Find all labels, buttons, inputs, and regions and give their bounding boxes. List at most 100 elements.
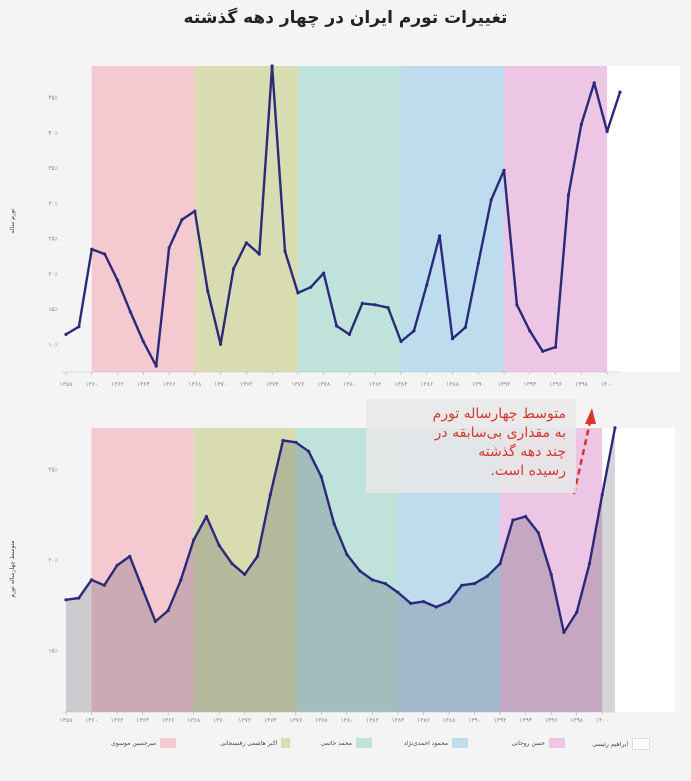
data-point [230,562,234,566]
x-tick-label: ۱۴۰۰ [596,717,609,724]
x-tick-label: ۱۳۶۶ [163,381,176,388]
data-point [332,522,336,526]
data-point [115,563,119,568]
data-point [244,241,248,245]
x-tick-label: ۱۳۶۲ [111,381,124,388]
x-tick-label: ۱۳۸۴ [392,717,405,724]
series-line [65,427,617,634]
data-point [128,554,132,558]
era-band-raisi [602,428,675,712]
legend-swatch [549,738,565,748]
data-point [153,619,157,624]
data-point [358,569,362,573]
x-tick-label: ۱۳۶۸ [188,381,202,388]
y-axis-label: تورم ساله [9,208,16,234]
up-arrow-icon [572,408,596,495]
data-point [141,587,145,591]
data-point [473,581,477,586]
data-point [231,267,236,271]
data-point [268,493,272,497]
x-tick-label: ۱۳۷۲ [238,717,251,724]
data-point [64,598,68,602]
x-tick-label: ۱۳۷۸ [317,381,331,388]
x-tick-label: ۱۳۷۸ [315,717,329,724]
data-point [396,590,400,595]
data-point [613,426,617,430]
data-point [373,303,377,307]
data-point [489,198,493,202]
data-point [370,578,374,582]
data-point [270,64,274,68]
data-point [587,562,592,566]
legend-item: محمد خاتمی [302,738,372,748]
x-tick-label: ۱۳۸۸ [446,381,460,388]
callout-line-2: به مقداری بی‌سابقه در [434,425,566,441]
data-point [206,289,210,293]
legend-swatch [356,738,372,748]
data-point [192,538,196,542]
data-point [64,332,68,336]
x-tick-label: ۱۳۶۶ [162,717,175,724]
y-tick-label: ۳۰٪ [48,200,58,207]
data-point [383,581,387,586]
legend-label: ابراهیم رئیسی [592,740,628,748]
data-point [460,583,464,587]
legend-label: محمد خاتمی [320,739,352,747]
legend-swatch [632,738,650,750]
data-point [386,306,390,310]
x-tick-label: ۱۳۸۶ [417,717,430,724]
x-tick-label: ۱۳۷۰ [213,717,226,724]
data-point [193,209,197,213]
data-point [476,261,480,265]
series-line [65,64,622,368]
era-band-rafsanjani [193,428,296,712]
callout-line-1: متوسط چهارساله تورم [432,406,566,422]
data-point [154,364,158,368]
data-point [166,609,170,613]
y-tick-label: ۳۵٪ [48,165,58,172]
data-point [296,291,300,295]
x-tick-label: ۱۳۹۴ [523,381,536,388]
x-tick-label: ۱۳۸۲ [366,717,379,724]
data-point [243,572,247,577]
page-title: تغییرات تورم ایران در چهار دهه گذشته [183,8,508,28]
legend-item: حسن روحانی [495,738,565,748]
x-tick-label: ۱۳۹۸ [570,717,584,724]
y-axis-label: متوسط چهارساله تورم [9,540,16,597]
data-point [566,193,571,197]
x-tick-label: ۱۴۰۰ [601,381,614,388]
x-tick-label: ۱۳۸۰ [340,717,353,724]
y-tick-label: ۴۵٪ [48,95,58,102]
x-tick-label: ۱۳۹۶ [545,717,558,724]
legend-label: محمود احمدی‌نژاد [403,739,448,747]
x-tick-label: ۱۳۸۲ [369,381,382,388]
y-tick-label: ۴۰٪ [48,130,58,137]
callout-annotation: متوسط چهارساله تورم به مقداری بی‌سابقه د… [366,399,576,493]
x-tick-label: ۱۳۶۴ [137,381,150,388]
x-tick-label: ۱۳۶۰ [85,381,98,388]
data-point [77,596,81,600]
x-tick-label: ۱۳۵۸ [60,717,74,724]
data-point [562,630,566,635]
x-tick-label: ۱۳۷۶ [289,717,302,724]
data-point [307,449,311,453]
x-tick-label: ۱۳۶۴ [136,717,149,724]
x-tick-label: ۱۳۸۰ [343,381,356,388]
data-point [294,440,298,444]
data-point [399,339,403,344]
data-point [434,605,438,609]
data-point [128,310,132,314]
x-tick-label: ۱۳۹۲ [494,717,507,724]
data-point [515,303,519,307]
data-point [217,543,221,548]
x-tick-label: ۱۳۸۸ [443,717,457,724]
legend-swatch [281,738,290,748]
data-point [345,552,349,557]
data-point [450,337,455,341]
data-point [447,600,451,604]
data-point [309,285,313,289]
x-tick-label: ۱۳۵۸ [60,381,74,388]
callout-line-3: چند دهه گذشته [478,444,566,460]
data-point [180,218,184,222]
era-band-raisi [607,66,680,372]
